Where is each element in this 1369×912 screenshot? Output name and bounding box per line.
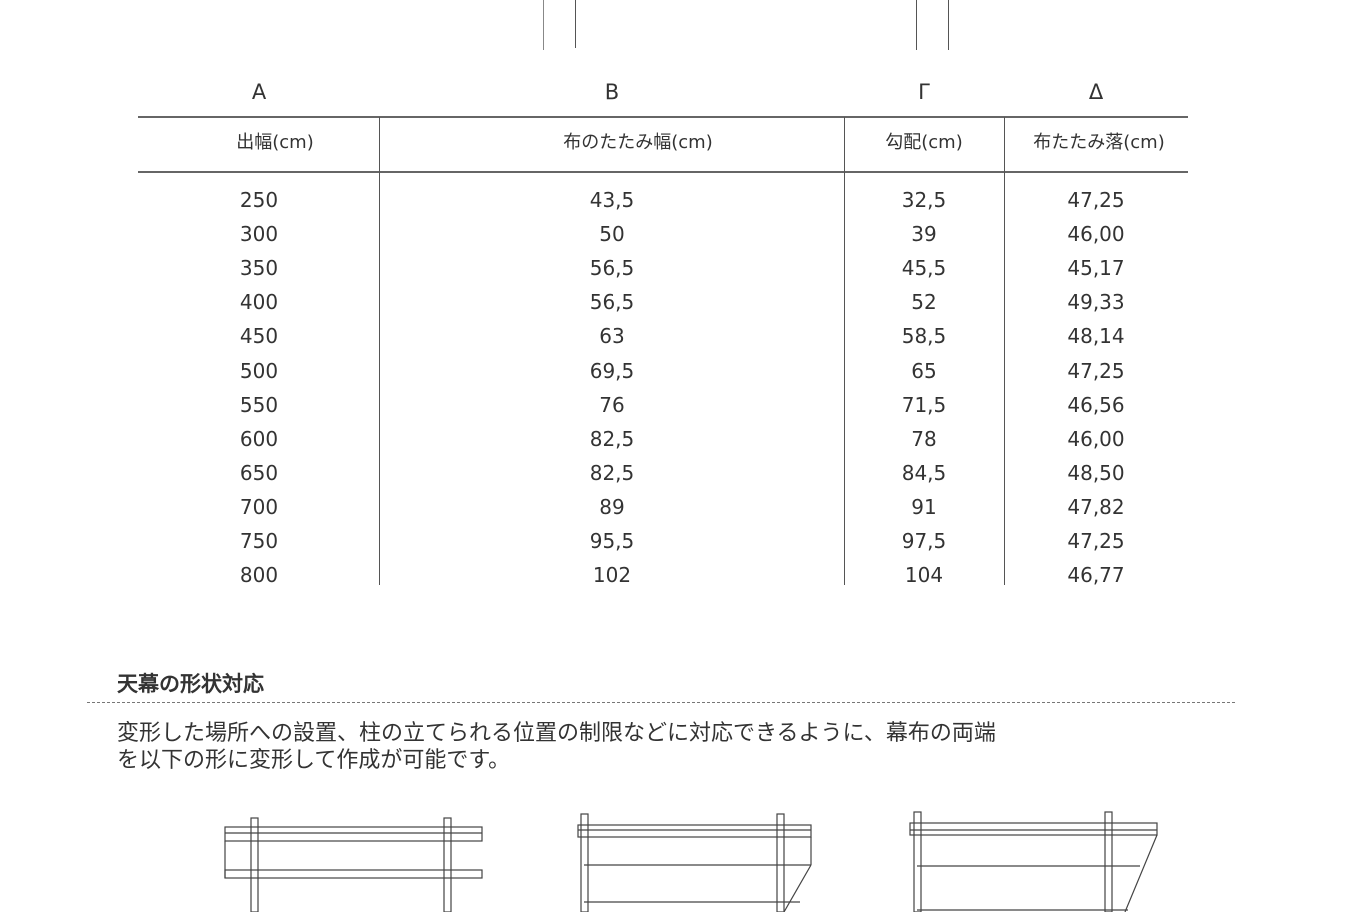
paragraph-line: 変形した場所への設置、柱の立てられる位置の制限などに対応できるように、幕布の両端 bbox=[117, 721, 996, 746]
table-cell: 32,5 bbox=[901, 188, 947, 212]
table-cell: 56,5 bbox=[589, 256, 635, 281]
table-cell: 800 bbox=[239, 563, 279, 588]
table-cell: 400 bbox=[239, 290, 279, 315]
table-cell: 78 bbox=[911, 426, 937, 451]
table-cell: 46,77 bbox=[1067, 563, 1125, 588]
section-paragraph: 変形した場所への設置、柱の立てられる位置の制限などに対応できるように、幕布の両端… bbox=[117, 720, 1197, 774]
table-cell: 102 bbox=[592, 563, 632, 588]
table-cell: 58,5 bbox=[901, 324, 947, 349]
table-cell: 47,25 bbox=[1067, 529, 1125, 553]
table-cell: 500 bbox=[239, 358, 279, 383]
table-cell: 50 bbox=[599, 222, 625, 247]
table-cell: 750 bbox=[239, 529, 279, 553]
table-cell: 91 bbox=[911, 494, 937, 519]
table-cell: 350 bbox=[239, 256, 279, 281]
column-letter-c: Γ bbox=[918, 80, 930, 104]
table-cell: 43,5 bbox=[589, 188, 635, 212]
table-cell: 48,14 bbox=[1067, 324, 1125, 349]
column-letter-d: Δ bbox=[1088, 80, 1104, 104]
table-cell: 65 bbox=[911, 358, 937, 383]
table-cell: 48,50 bbox=[1067, 460, 1125, 485]
table-cell: 550 bbox=[239, 392, 279, 417]
table-cell: 46,00 bbox=[1067, 426, 1125, 451]
table-cell: 250 bbox=[239, 188, 279, 212]
table-cell: 89 bbox=[599, 494, 625, 519]
table-cell: 104 bbox=[904, 563, 944, 588]
table-cell: 49,33 bbox=[1067, 290, 1125, 315]
awning-drawing-single-slant bbox=[577, 813, 812, 912]
table-top-rule bbox=[138, 116, 1188, 118]
table-cell: 52 bbox=[911, 290, 937, 315]
table-cell: 600 bbox=[239, 426, 279, 451]
table-cell: 46,56 bbox=[1067, 392, 1125, 417]
table-cell: 71,5 bbox=[901, 392, 947, 417]
table-cell: 76 bbox=[599, 392, 625, 417]
table-cell: 47,25 bbox=[1067, 358, 1125, 383]
table-cell: 700 bbox=[239, 494, 279, 519]
awning-drawing-double-slant bbox=[909, 811, 1158, 912]
column-letter-a: Α bbox=[251, 80, 267, 104]
section-title: 天幕の形状対応 bbox=[117, 672, 264, 696]
header-fold-drop: 布たたみ落(cm) bbox=[1033, 132, 1165, 153]
table-cell: 69,5 bbox=[589, 358, 635, 383]
table-cell: 300 bbox=[239, 222, 279, 247]
section-divider bbox=[87, 702, 1235, 703]
table-cell: 47,82 bbox=[1067, 494, 1125, 519]
paragraph-line: を以下の形に変形して作成が可能です。 bbox=[117, 748, 511, 773]
table-cell: 63 bbox=[599, 324, 625, 349]
table-cell: 39 bbox=[911, 222, 937, 247]
drawing-fragment-line bbox=[543, 0, 544, 50]
drawing-fragment-line bbox=[948, 0, 949, 50]
column-divider bbox=[379, 117, 380, 585]
table-cell: 650 bbox=[239, 460, 279, 485]
table-cell: 82,5 bbox=[589, 460, 635, 485]
column-divider bbox=[1004, 117, 1005, 585]
column-divider bbox=[844, 117, 845, 585]
table-cell: 56,5 bbox=[589, 290, 635, 315]
drawing-fragment-line bbox=[916, 0, 917, 50]
header-fold-width: 布のたたみ幅(cm) bbox=[563, 132, 713, 153]
table-cell: 82,5 bbox=[589, 426, 635, 451]
column-letter-b: Β bbox=[604, 80, 620, 104]
header-slope: 勾配(cm) bbox=[885, 132, 963, 153]
table-header-rule bbox=[138, 171, 1188, 173]
drawing-fragment-line bbox=[575, 0, 576, 48]
header-projection: 出幅(cm) bbox=[236, 132, 314, 153]
table-cell: 46,00 bbox=[1067, 222, 1125, 247]
table-cell: 97,5 bbox=[901, 529, 947, 553]
awning-shape-drawings bbox=[224, 811, 1158, 912]
table-cell: 84,5 bbox=[901, 460, 947, 485]
table-cell: 47,25 bbox=[1067, 188, 1125, 212]
table-cell: 45,17 bbox=[1067, 256, 1125, 281]
table-cell: 450 bbox=[239, 324, 279, 349]
table-cell: 45,5 bbox=[901, 256, 947, 281]
table-cell: 95,5 bbox=[589, 529, 635, 553]
awning-drawing-rectangular bbox=[224, 817, 483, 912]
